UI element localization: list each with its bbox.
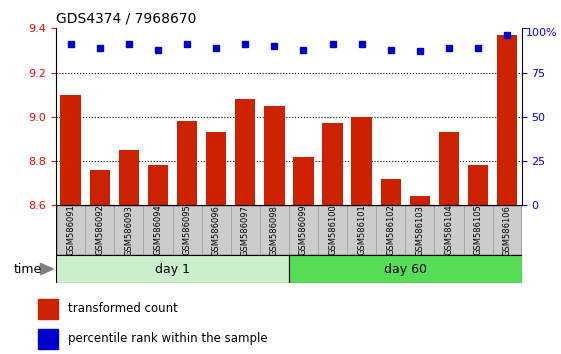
Bar xyxy=(90,170,110,205)
Bar xyxy=(410,196,430,205)
Bar xyxy=(177,121,197,205)
Bar xyxy=(85,205,114,255)
Bar xyxy=(114,205,144,255)
Text: GSM586106: GSM586106 xyxy=(503,205,512,256)
Bar xyxy=(318,205,347,255)
Text: GSM586099: GSM586099 xyxy=(299,205,308,256)
Text: GSM586105: GSM586105 xyxy=(473,205,482,256)
Bar xyxy=(463,205,493,255)
Bar xyxy=(173,205,201,255)
Bar xyxy=(38,298,58,319)
Bar xyxy=(405,205,434,255)
Bar xyxy=(38,329,58,349)
Bar xyxy=(468,165,488,205)
Bar xyxy=(293,156,314,205)
Bar xyxy=(347,205,376,255)
Bar xyxy=(206,132,226,205)
Bar xyxy=(493,205,522,255)
Bar xyxy=(56,205,85,255)
Bar xyxy=(235,99,255,205)
Text: time: time xyxy=(14,263,42,275)
Bar xyxy=(260,205,289,255)
Text: day 1: day 1 xyxy=(155,263,190,275)
Text: 100%: 100% xyxy=(526,28,558,38)
Text: GSM586094: GSM586094 xyxy=(154,205,163,256)
Bar xyxy=(144,205,173,255)
Text: GSM586096: GSM586096 xyxy=(211,205,220,256)
Text: GSM586101: GSM586101 xyxy=(357,205,366,256)
Bar xyxy=(289,255,522,283)
Text: GDS4374 / 7968670: GDS4374 / 7968670 xyxy=(56,12,196,26)
Bar xyxy=(201,205,231,255)
Bar xyxy=(61,95,81,205)
Bar xyxy=(289,205,318,255)
Bar xyxy=(323,124,343,205)
Bar xyxy=(497,35,517,205)
Text: day 60: day 60 xyxy=(384,263,427,275)
Bar xyxy=(376,205,405,255)
Text: transformed count: transformed count xyxy=(68,302,178,315)
Bar xyxy=(264,106,284,205)
Text: GSM586098: GSM586098 xyxy=(270,205,279,256)
Text: GSM586100: GSM586100 xyxy=(328,205,337,256)
Text: GSM586092: GSM586092 xyxy=(95,205,104,256)
Bar xyxy=(352,117,372,205)
Bar xyxy=(148,165,168,205)
Text: GSM586093: GSM586093 xyxy=(125,205,134,256)
Bar xyxy=(119,150,139,205)
Bar xyxy=(380,179,401,205)
Text: GSM586104: GSM586104 xyxy=(444,205,453,256)
Text: GSM586095: GSM586095 xyxy=(182,205,191,256)
Bar xyxy=(231,205,260,255)
Polygon shape xyxy=(40,263,53,275)
Bar xyxy=(56,255,289,283)
Bar xyxy=(434,205,463,255)
Text: GSM586097: GSM586097 xyxy=(241,205,250,256)
Text: GSM586091: GSM586091 xyxy=(66,205,75,256)
Text: GSM586103: GSM586103 xyxy=(415,205,424,256)
Bar xyxy=(439,132,459,205)
Text: percentile rank within the sample: percentile rank within the sample xyxy=(68,332,268,345)
Text: GSM586102: GSM586102 xyxy=(387,205,396,256)
